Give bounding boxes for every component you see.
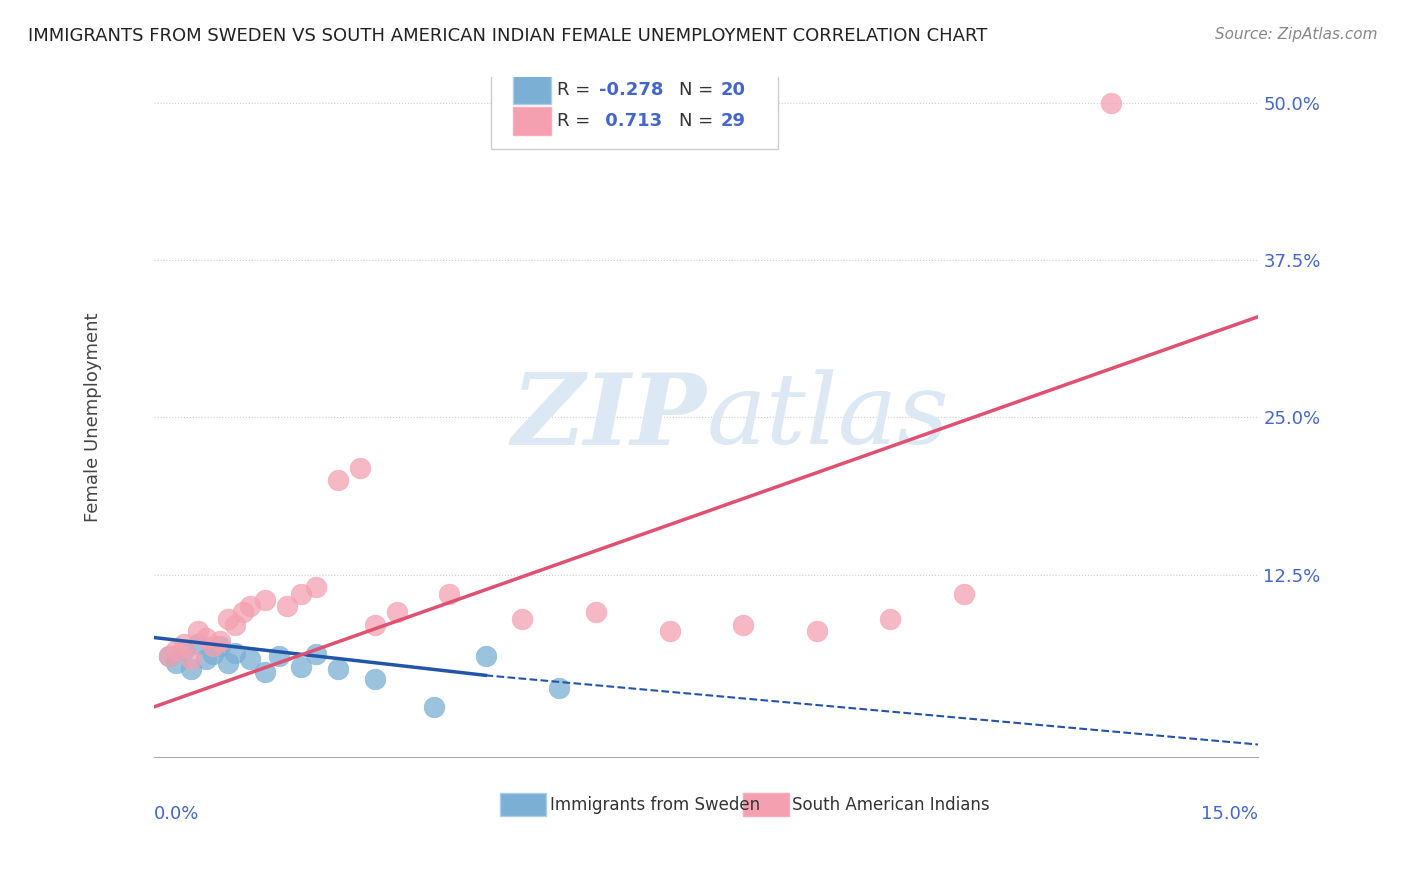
Point [423,699,446,714]
Point [239,652,262,666]
Point [253,592,276,607]
Point [385,606,408,620]
Point [202,640,225,654]
Point [364,618,387,632]
Text: 15.0%: 15.0% [1202,805,1258,823]
Point [209,640,232,654]
Text: N =: N = [679,80,718,99]
Point [194,631,217,645]
Point [232,606,254,620]
Point [437,586,460,600]
Point [276,599,298,613]
Text: Immigrants from Sweden: Immigrants from Sweden [550,796,759,814]
Point [305,647,328,661]
Point [187,637,209,651]
Point [239,599,262,613]
Text: ZIP: ZIP [512,369,706,466]
Text: 0.713: 0.713 [599,112,662,130]
Point [328,662,350,676]
Text: South American Indians: South American Indians [793,796,990,814]
Point [585,606,607,620]
Point [253,665,276,679]
Point [165,656,187,670]
Text: 29: 29 [721,112,745,130]
Point [157,649,180,664]
Point [269,649,291,664]
Point [349,460,371,475]
Point [187,624,209,639]
Point [879,612,901,626]
Text: IMMIGRANTS FROM SWEDEN VS SOUTH AMERICAN INDIAN FEMALE UNEMPLOYMENT CORRELATION : IMMIGRANTS FROM SWEDEN VS SOUTH AMERICAN… [28,27,987,45]
Point [209,634,232,648]
Point [1099,95,1122,110]
Text: N =: N = [679,112,718,130]
Text: Female Unemployment: Female Unemployment [84,312,103,522]
Text: -0.278: -0.278 [599,80,664,99]
Point [157,649,180,664]
Point [224,618,246,632]
Point [328,473,350,487]
Point [953,586,976,600]
Point [180,652,202,666]
Point [474,649,496,664]
Point [290,586,312,600]
Text: atlas: atlas [706,369,949,465]
Point [290,659,312,673]
Point [364,672,387,686]
Point [658,624,681,639]
Point [217,656,239,670]
FancyBboxPatch shape [513,107,551,136]
Point [510,612,533,626]
Point [305,580,328,594]
Text: Source: ZipAtlas.com: Source: ZipAtlas.com [1215,27,1378,42]
Point [224,646,246,660]
Point [733,618,755,632]
FancyBboxPatch shape [491,62,778,149]
Point [173,637,195,651]
Point [548,681,571,695]
Point [165,643,187,657]
Point [202,647,225,661]
Text: 0.0%: 0.0% [155,805,200,823]
Text: R =: R = [557,80,596,99]
FancyBboxPatch shape [501,793,547,816]
Point [217,612,239,626]
Text: R =: R = [557,112,596,130]
FancyBboxPatch shape [513,76,551,104]
Point [180,662,202,676]
FancyBboxPatch shape [742,793,789,816]
Text: 20: 20 [721,80,745,99]
Point [194,652,217,666]
Point [173,643,195,657]
Point [806,624,828,639]
